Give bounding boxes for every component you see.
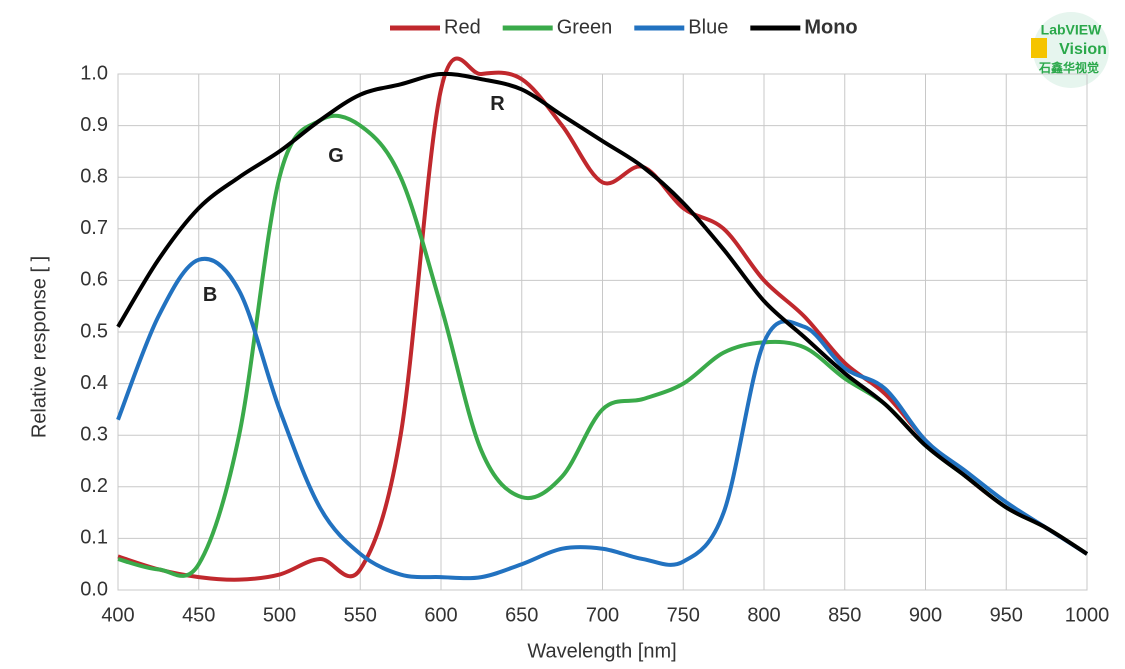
- logo-text: Vision: [1059, 41, 1107, 58]
- annotation: G: [328, 145, 344, 167]
- legend-label: Red: [444, 16, 481, 38]
- y-tick-label: 0.3: [80, 423, 108, 445]
- x-tick-label: 600: [424, 604, 457, 626]
- logo-text: LabVIEW: [1041, 22, 1102, 38]
- annotation: R: [490, 93, 505, 115]
- x-tick-label: 1000: [1065, 604, 1110, 626]
- y-axis-label: Relative response [ ]: [28, 256, 50, 438]
- legend-label: Blue: [688, 16, 728, 38]
- logo-icon: [1031, 38, 1047, 58]
- y-tick-label: 0.8: [80, 165, 108, 187]
- legend-label: Green: [557, 16, 613, 38]
- x-tick-label: 950: [990, 604, 1023, 626]
- logo-badge: [1033, 12, 1109, 88]
- y-tick-label: 0.4: [80, 372, 108, 394]
- y-tick-label: 0.1: [80, 527, 108, 549]
- logo-text: 石鑫华视觉: [1038, 60, 1099, 75]
- series-line: [116, 256, 1089, 581]
- series-line: [116, 71, 1089, 556]
- x-tick-label: 450: [182, 604, 215, 626]
- x-tick-label: 700: [586, 604, 619, 626]
- y-tick-label: 0.0: [80, 578, 108, 600]
- x-tick-label: 550: [344, 604, 377, 626]
- annotation: B: [203, 284, 217, 306]
- x-tick-label: 800: [747, 604, 780, 626]
- x-tick-label: 850: [828, 604, 861, 626]
- y-tick-label: 1.0: [80, 62, 108, 84]
- x-tick-label: 400: [101, 604, 134, 626]
- x-tick-label: 900: [909, 604, 942, 626]
- y-tick-label: 0.9: [80, 114, 108, 136]
- x-tick-label: 650: [505, 604, 538, 626]
- logo: LabVIEW Vision 石鑫华视觉: [1031, 12, 1109, 88]
- x-tick-label: 750: [667, 604, 700, 626]
- y-tick-label: 0.6: [80, 269, 108, 291]
- plot-frame: [117, 73, 1088, 591]
- legend-label: Mono: [804, 16, 857, 38]
- y-tick-label: 0.5: [80, 320, 108, 342]
- x-tick-label: 500: [263, 604, 296, 626]
- y-tick-label: 0.2: [80, 475, 108, 497]
- x-axis-label: Wavelength [nm]: [527, 640, 676, 662]
- y-tick-label: 0.7: [80, 217, 108, 239]
